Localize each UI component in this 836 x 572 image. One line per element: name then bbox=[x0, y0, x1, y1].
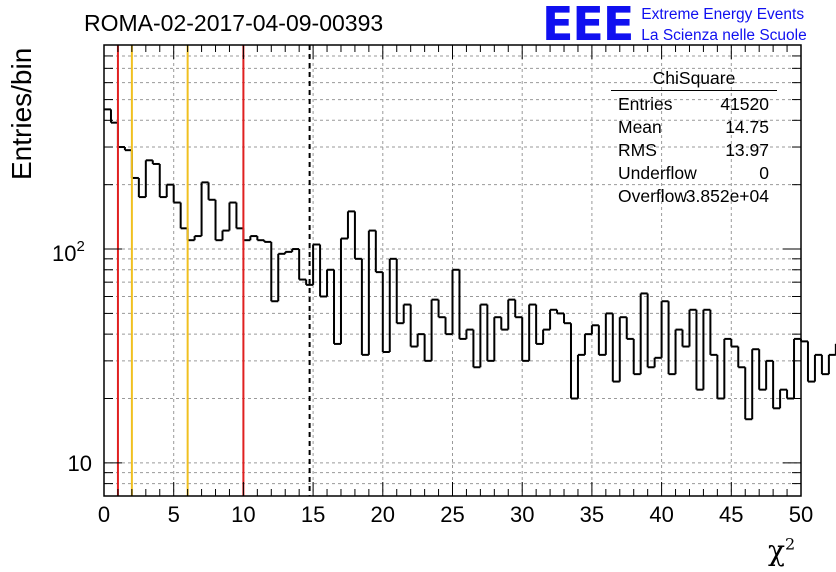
logo-line-1: Extreme Energy Events bbox=[641, 6, 805, 23]
stats-label: Entries bbox=[618, 94, 673, 114]
x-axis-label: χ2 bbox=[768, 534, 796, 567]
stats-row: Underflow 0 bbox=[611, 162, 777, 185]
x-tick-label: 0 bbox=[98, 502, 110, 527]
x-tick-label: 50 bbox=[789, 502, 813, 527]
stats-label: Overflow bbox=[618, 186, 688, 206]
stats-value: 3.852e+04 bbox=[685, 186, 769, 206]
stats-label: Underflow bbox=[618, 163, 697, 183]
eee-logo: EEE Extreme Energy Events La Scienza nel… bbox=[542, 0, 807, 51]
stats-value: 13.97 bbox=[725, 140, 769, 160]
y-tick-label: 10 bbox=[68, 451, 92, 476]
x-tick-label: 30 bbox=[510, 502, 534, 527]
stats-value: 14.75 bbox=[725, 117, 769, 137]
x-tick-label: 15 bbox=[301, 502, 325, 527]
x-tick-label: 5 bbox=[168, 502, 180, 527]
stats-label: RMS bbox=[618, 140, 657, 160]
y-tick-label: 102 bbox=[52, 238, 85, 266]
stats-row: Entries 41520 bbox=[611, 93, 777, 116]
stats-row: Overflow 3.852e+04 bbox=[611, 185, 777, 208]
y-axis-label: Entries/bin bbox=[6, 47, 37, 180]
x-tick-label: 25 bbox=[440, 502, 464, 527]
logo-caption: Extreme Energy Events La Scienza nelle S… bbox=[641, 4, 806, 46]
x-tick-label: 35 bbox=[580, 502, 604, 527]
reference-lines bbox=[116, 45, 311, 496]
run-title: ROMA-02-2017-04-09-00393 bbox=[84, 10, 384, 36]
axis-ticks: 0 5 10 15 20 25 30 35 40 45 50 10 102 bbox=[52, 44, 813, 527]
x-tick-label: 20 bbox=[371, 502, 395, 527]
stats-rows: Entries 41520 Mean 14.75 RMS 13.97 Underflow 0 O… bbox=[611, 93, 777, 208]
stats-box: ChiSquare Entries 41520 Mean 14.75 RMS 13.97 U… bbox=[611, 68, 777, 208]
x-tick-label: 40 bbox=[649, 502, 673, 527]
stats-row: Mean 14.75 bbox=[611, 116, 777, 139]
logo-mark: EEE bbox=[542, 0, 634, 51]
stats-title: ChiSquare bbox=[611, 68, 777, 91]
stats-row: RMS 13.97 bbox=[611, 139, 777, 162]
stats-label: Mean bbox=[618, 117, 662, 137]
logo-line-2: La Scienza nelle Scuole bbox=[641, 27, 807, 44]
stats-value: 0 bbox=[759, 163, 769, 183]
stats-value: 41520 bbox=[720, 94, 769, 114]
x-tick-label: 45 bbox=[719, 502, 743, 527]
x-tick-label: 10 bbox=[231, 502, 255, 527]
